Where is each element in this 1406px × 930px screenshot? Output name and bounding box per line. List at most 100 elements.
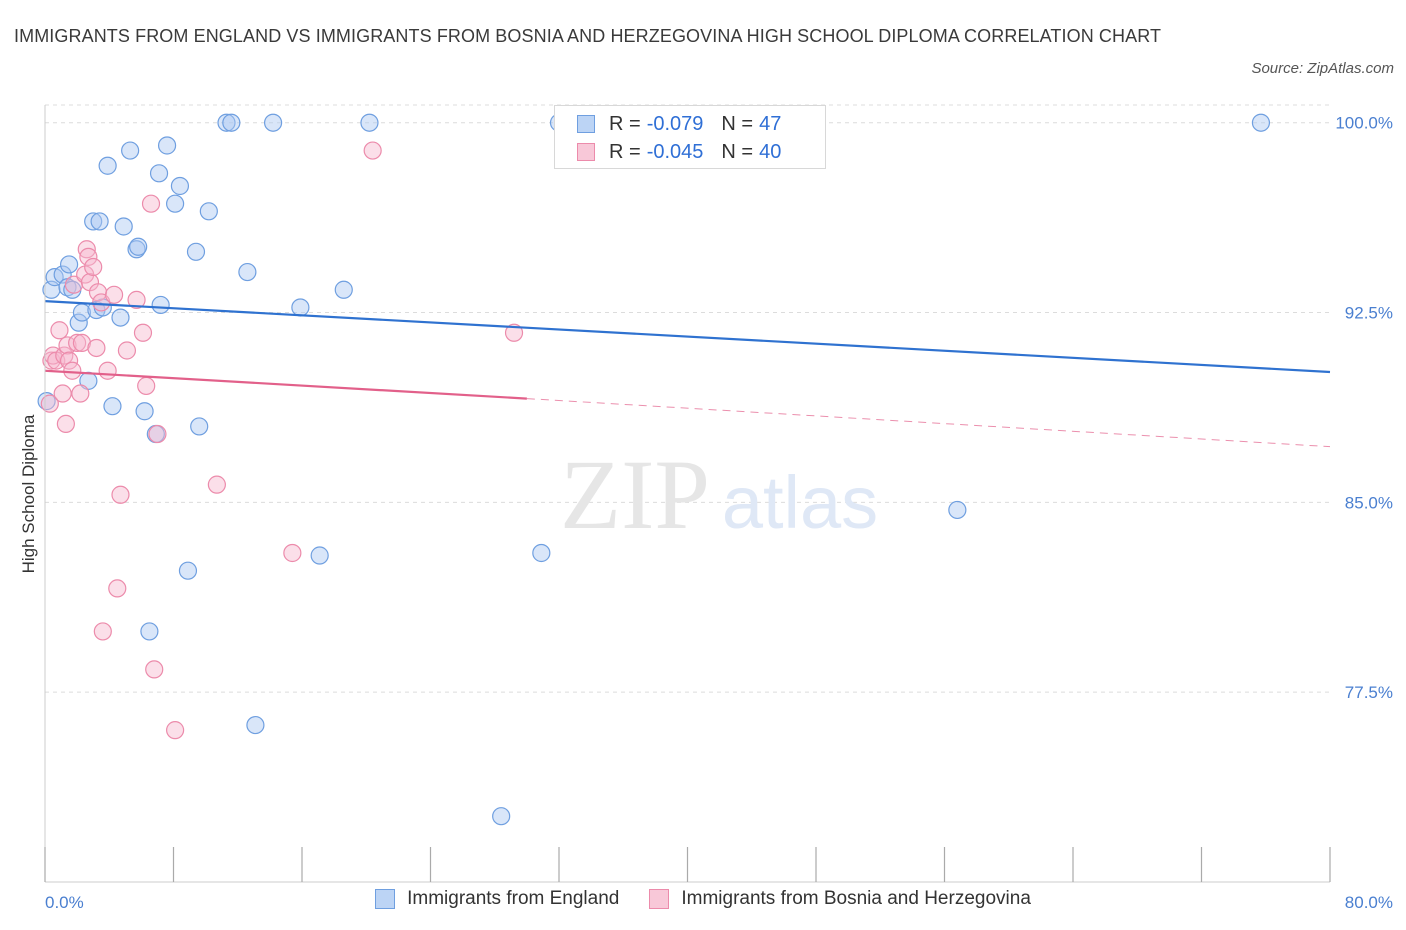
bosnia-point [93, 622, 112, 641]
legend-n-value: 40 [759, 140, 782, 163]
england-point [360, 113, 379, 132]
bosnia-point [127, 290, 146, 309]
england-point [151, 295, 170, 315]
legend-r-label: R = [609, 140, 641, 163]
bosnia-point [283, 543, 302, 563]
bosnia-point [104, 285, 124, 304]
england-point [111, 308, 130, 327]
y-tick-label: 77.5% [1345, 683, 1393, 702]
bosnia-point [141, 194, 161, 213]
chart-title: IMMIGRANTS FROM ENGLAND VS IMMIGRANTS FR… [14, 26, 1162, 46]
source-label: Source: ZipAtlas.com [1251, 60, 1394, 77]
bosnia-point [53, 384, 72, 403]
bosnia-point [98, 361, 117, 380]
y-tick-label: 92.5% [1345, 304, 1393, 323]
bosnia-point [55, 346, 74, 365]
england-point [178, 561, 198, 580]
legend-swatch-bosnia [577, 143, 595, 161]
bosnia-point [84, 257, 103, 277]
y-axis-title: High School Diploma [19, 414, 38, 573]
legend-swatch-england [577, 115, 595, 133]
bosnia-point [166, 721, 185, 740]
bosnia-point [111, 485, 130, 504]
legend-r-label: R = [609, 112, 641, 135]
bosnia-point [40, 394, 59, 413]
england-point [166, 194, 185, 213]
england-point [98, 156, 117, 175]
bosnia-point [71, 384, 90, 403]
england-point [103, 397, 122, 416]
bosnia-point [363, 141, 382, 160]
england-point [90, 212, 109, 231]
y-tick-label: 85.0% [1345, 493, 1393, 512]
england-point [222, 113, 241, 132]
england-point [492, 807, 511, 826]
england-point [149, 164, 169, 183]
grid-layer [45, 104, 1330, 693]
watermark-zip: ZIP [560, 439, 710, 550]
england-point [84, 212, 103, 231]
bosnia-point [504, 323, 524, 342]
bosnia-point [56, 414, 75, 433]
england-point [263, 113, 283, 132]
bosnia-point [72, 333, 92, 353]
legend-r-value: -0.045 [646, 140, 704, 163]
bosnia-point [137, 376, 156, 396]
points-layer [37, 113, 1271, 826]
series-label-england: Immigrants from England [407, 888, 620, 909]
legend-row-bosnia: R = -0.045 N = 40 [577, 138, 781, 166]
series-swatch-bosnia [649, 889, 670, 909]
england-point [334, 280, 353, 299]
series-swatch-england [375, 889, 396, 909]
england-point [532, 543, 551, 563]
england-point [238, 262, 257, 282]
bosnia-point [59, 351, 79, 370]
watermark-atlas: atlas [722, 461, 878, 544]
england-point [291, 298, 310, 317]
england-point [217, 113, 236, 132]
england-point [246, 715, 265, 735]
england-point [157, 136, 177, 155]
england-point [114, 217, 133, 236]
england-trend-line [44, 300, 1331, 374]
england-point [69, 313, 88, 332]
bosnia-trend-line [44, 369, 527, 400]
series-legend-england[interactable]: Immigrants from England [375, 888, 619, 910]
england-point [59, 255, 79, 274]
series-label-bosnia: Immigrants from Bosnia and Herzegovina [681, 888, 1031, 909]
bosnia-point [87, 338, 106, 358]
legend-n-label: N = [721, 140, 754, 163]
x-tick-label: 0.0% [45, 893, 84, 912]
stats-legend: R = -0.079 N = 47 R = -0.045 N = 40 [554, 105, 826, 169]
trend-layer [44, 300, 1331, 448]
england-point [129, 237, 148, 256]
bosnia-point [77, 240, 96, 259]
england-point [1251, 113, 1271, 132]
bosnia-point [108, 579, 127, 598]
bosnia-point [133, 323, 153, 342]
series-legend: Immigrants from England Immigrants from … [0, 888, 1406, 910]
bosnia-point [79, 247, 98, 266]
england-point [310, 546, 329, 565]
bosnia-point [50, 321, 69, 340]
england-point [37, 392, 56, 411]
legend-n-value: 47 [759, 112, 782, 135]
bosnia-point [117, 341, 137, 360]
england-point [140, 622, 159, 641]
legend-n-label: N = [721, 112, 754, 135]
bosnia-point [148, 424, 167, 444]
england-point [170, 176, 190, 196]
axis-layer: 100.0% 92.5% 85.0% 77.5% 0.0% 80.0% [44, 105, 1393, 912]
series-legend-bosnia[interactable]: Immigrants from Bosnia and Herzegovina [649, 888, 1031, 910]
england-point [199, 202, 218, 221]
england-point [135, 402, 154, 421]
legend-row-england: R = -0.079 N = 47 [577, 110, 781, 138]
england-point [190, 417, 209, 436]
y-tick-label: 100.0% [1335, 114, 1393, 133]
bosnia-point [63, 361, 82, 380]
england-point [948, 500, 967, 520]
england-point [121, 141, 140, 160]
bosnia-point [68, 333, 87, 353]
bosnia-point [207, 475, 226, 494]
